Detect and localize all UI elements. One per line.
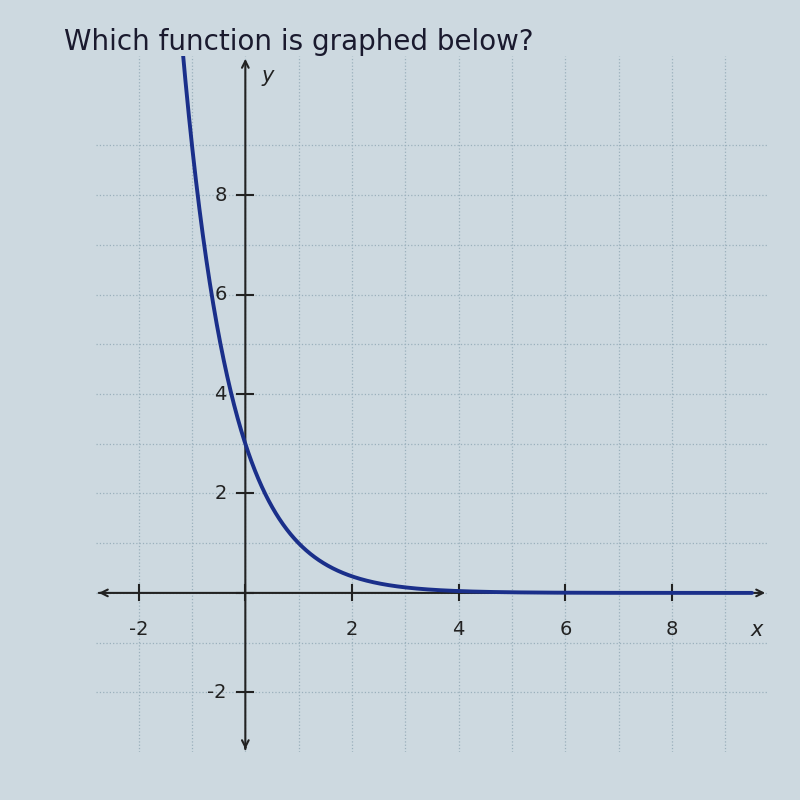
Text: -2: -2	[207, 683, 226, 702]
Text: 4: 4	[214, 385, 226, 403]
Text: 6: 6	[214, 285, 226, 304]
Text: 8: 8	[214, 186, 226, 205]
Text: 6: 6	[559, 620, 571, 639]
Text: 2: 2	[346, 620, 358, 639]
Text: 4: 4	[453, 620, 465, 639]
Text: x: x	[750, 620, 762, 640]
Text: Which function is graphed below?: Which function is graphed below?	[64, 28, 534, 56]
Text: -2: -2	[129, 620, 149, 639]
Text: 8: 8	[666, 620, 678, 639]
Text: 2: 2	[214, 484, 226, 503]
Text: y: y	[262, 66, 274, 86]
